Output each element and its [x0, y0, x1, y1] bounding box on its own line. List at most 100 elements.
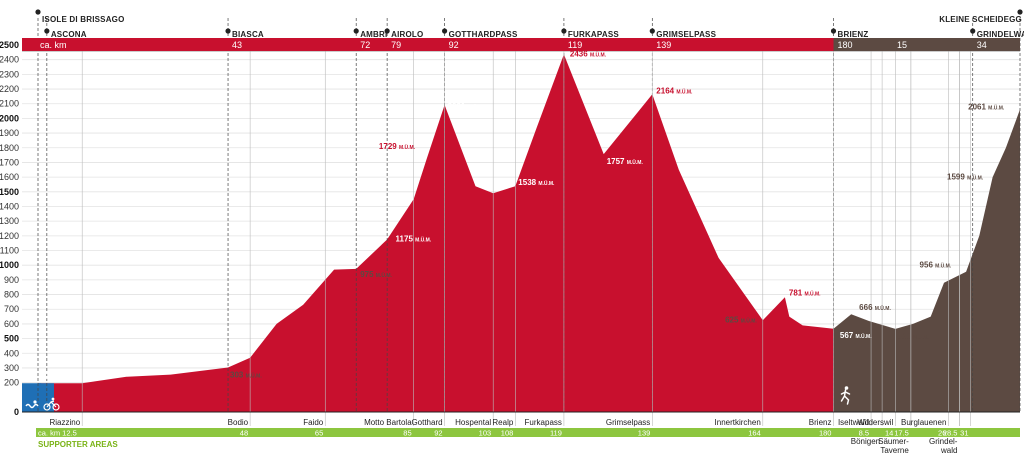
altitude-unit: M.Ü.M.: [56, 374, 73, 381]
altitude-unit: M.Ü.M.: [676, 88, 693, 95]
support-point-km: 8.5: [859, 429, 869, 438]
y-tick-label: 300: [4, 363, 19, 373]
stage-km: 139: [656, 40, 671, 50]
y-tick-label: 900: [4, 275, 19, 285]
support-point-name: Realp: [492, 418, 513, 427]
top-bar-run: [833, 38, 1020, 51]
swim-wave: [25, 403, 39, 409]
y-tick-label: 1200: [0, 231, 19, 241]
stage-name: GOTTHARDPASS: [449, 30, 518, 39]
altitude-value: 2436: [570, 49, 590, 58]
run-icon: [840, 386, 851, 405]
run-profile-area: [833, 109, 1020, 413]
altitude-unit: M.Ü.M.: [875, 305, 892, 312]
support-point-km: 108: [501, 429, 514, 438]
stage-name: GRINDELWALD GRUND: [977, 30, 1024, 39]
swim-icon: [25, 400, 39, 409]
stage-lines: [37, 18, 1021, 426]
y-tick-label: 700: [4, 304, 19, 314]
altitude-label: 2436 M.Ü.M.: [570, 49, 607, 58]
bike-wheel: [52, 403, 60, 411]
altitude-unit: M.Ü.M.: [468, 104, 485, 111]
altitude-unit: M.Ü.M.: [988, 104, 1005, 111]
support-point-name: Bodio: [228, 418, 249, 427]
y-tick-label: 1800: [0, 143, 19, 153]
altitude-value: 566: [897, 332, 913, 341]
altitude-value: 2164: [656, 86, 676, 95]
stage-name: FURKAPASS: [568, 30, 619, 39]
y-tick-label: 2300: [0, 69, 19, 79]
y-tick-label: 1900: [0, 128, 19, 138]
runner-head: [844, 386, 849, 390]
altitude-unit: M.Ü.M.: [855, 333, 872, 340]
support-point-name: Riazzino: [50, 418, 81, 427]
support-point-km: 31: [960, 429, 968, 438]
stage-dot: [353, 28, 359, 34]
altitude-value: 1538: [518, 178, 538, 187]
stage-dot: [384, 28, 390, 34]
top-bar-bike: [22, 38, 834, 51]
altitude-value: 1757: [607, 157, 627, 166]
support-point-name: Motto Bartola: [364, 418, 412, 427]
sport-icons: [25, 386, 851, 411]
altitude-unit: M.Ü.M.: [538, 180, 555, 187]
support-point-km: 26: [938, 429, 946, 438]
stage-km: 92: [449, 40, 459, 50]
altitude-label: 666 M.Ü.M.: [859, 303, 891, 312]
support-point-name: Hospental: [455, 418, 491, 427]
stage-dot: [561, 28, 567, 34]
support-point-km: 65: [315, 429, 323, 438]
y-tick-label: 500: [4, 334, 19, 344]
altitude-value: 956: [920, 261, 936, 270]
stage-km: 72: [360, 40, 370, 50]
swim-head: [33, 400, 37, 404]
support-point-name: Faido: [303, 418, 324, 427]
altitude-value: 1175: [396, 235, 416, 244]
altitude-label: 196 M.Ü.M.: [40, 372, 72, 381]
y-tick-label: 1100: [0, 246, 19, 256]
stage-km: 180: [837, 40, 852, 50]
altitude-unit: M.Ü.M.: [804, 290, 821, 297]
altitude-label: 975 M.Ü.M.: [360, 270, 392, 279]
stage-dot: [1017, 9, 1023, 15]
stage-km: 43: [232, 40, 242, 50]
altitude-unit: M.Ü.M.: [627, 159, 644, 166]
stage-dot: [225, 28, 231, 34]
supporter-areas-label: SUPPORTER AREAS: [38, 440, 118, 449]
altitude-unit: M.Ü.M.: [913, 334, 930, 341]
y-tick-label: 200: [4, 378, 19, 388]
y-tick-label: 2500: [0, 40, 19, 50]
stage-dot: [830, 28, 837, 34]
altitude-label: 567 M.Ü.M.: [840, 331, 872, 340]
y-tick-label: 1400: [0, 201, 19, 211]
altitude-unit: M.Ü.M.: [399, 144, 416, 151]
y-tick-label: 1300: [0, 216, 19, 226]
altitude-value: 1599: [947, 172, 967, 181]
stage-dot: [44, 28, 50, 34]
altitude-label: 1599 M.Ü.M.: [947, 172, 984, 181]
y-tick-label: 2100: [0, 99, 19, 109]
altitude-label: 781 M.Ü.M.: [789, 288, 821, 297]
support-point-name: Burglauenen: [901, 418, 946, 427]
support-point-name: Grindel-: [929, 437, 958, 446]
altitude-label: 1175 M.Ü.M.: [396, 235, 432, 244]
y-tick-label: 600: [4, 319, 19, 329]
altitude-value: 625: [725, 315, 741, 324]
support-point-km: 119: [550, 429, 562, 438]
support-point-km: 92: [434, 429, 442, 438]
y-tick-label: 2200: [0, 84, 19, 94]
bottom-km-prefix: ca. km 12.5: [38, 429, 77, 438]
altitude-unit: M.Ü.M.: [741, 317, 758, 324]
altitude-unit: M.Ü.M.: [967, 174, 984, 181]
support-point-km: 164: [748, 429, 761, 438]
y-tick-label: 1600: [0, 172, 19, 182]
stage-name: GRIMSELPASS: [656, 30, 716, 39]
support-point-name: Gotthard: [411, 418, 442, 427]
altitude-value: 2061: [968, 102, 988, 111]
bike-frame: [46, 400, 57, 408]
bottom-supporter-bar: ca. km 12.5 SUPPORTER AREAS Riazzino Bodio 4…: [22, 411, 1020, 453]
y-tick-label: 2400: [0, 55, 19, 65]
support-point-name: Wilderswil: [857, 418, 893, 427]
altitude-label: 566 M.Ü.M.: [897, 332, 929, 341]
